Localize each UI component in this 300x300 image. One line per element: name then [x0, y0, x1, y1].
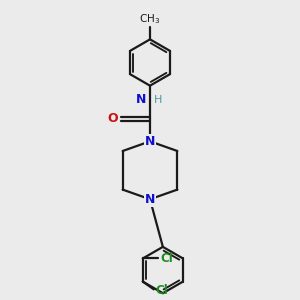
Text: H: H	[154, 94, 163, 104]
Text: Cl: Cl	[156, 284, 168, 297]
Text: O: O	[107, 112, 118, 125]
Text: N: N	[145, 193, 155, 206]
Text: CH$_3$: CH$_3$	[140, 12, 160, 26]
Text: Cl: Cl	[160, 252, 173, 265]
Text: N: N	[135, 93, 146, 106]
Text: N: N	[145, 135, 155, 148]
